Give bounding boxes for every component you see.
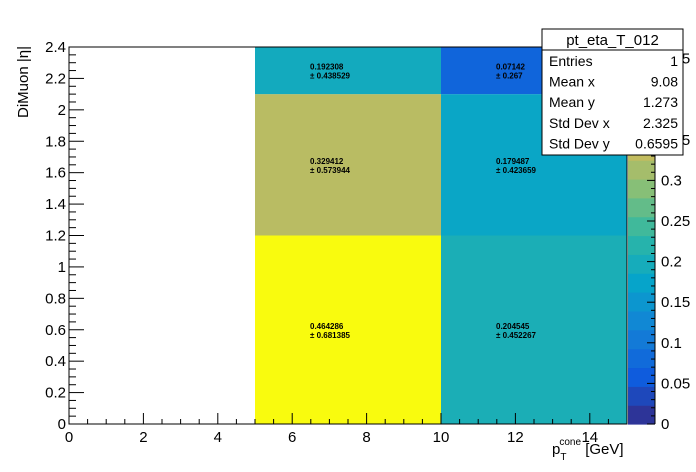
colorbar-tick-label: 0.2 (661, 254, 682, 271)
stats-row-value: 0.6595 (635, 135, 678, 151)
stats-row-value: 2.325 (643, 115, 678, 131)
y-axis-title: DiMuon |η| (15, 46, 32, 118)
heatmap-cell (441, 235, 627, 424)
x-tick-label: 0 (65, 429, 73, 446)
x-tick-label: 12 (507, 429, 524, 446)
x-tick-label: 6 (288, 429, 296, 446)
stats-row-value: 1 (670, 53, 678, 69)
x-tick-label: 14 (581, 429, 598, 446)
y-tick-label: 1 (58, 259, 66, 276)
y-axis: 0 0.2 0.4 0.6 0.8 1 1.2 1.4 1.6 1.8 2 2.2 2.4 (45, 39, 84, 433)
cell-value-label: 0.192308 (310, 63, 344, 72)
x-axis-title-unit: [GeV] (581, 441, 624, 458)
colorbar-band (628, 254, 655, 274)
stats-row-value: 1.273 (643, 94, 678, 110)
stats-row-label: Std Dev x (549, 115, 610, 131)
colorbar-band (628, 235, 655, 255)
y-tick-label: 1.4 (45, 196, 66, 213)
y-tick-label: 1.6 (45, 165, 66, 182)
x-axis-title: pTcone [GeV] (552, 437, 624, 463)
colorbar-band (628, 216, 655, 237)
colorbar-band (628, 160, 655, 180)
colorbar-tick-label: 0.25 (661, 213, 690, 230)
cell-value-label: 0.204545 (496, 322, 530, 331)
y-tick-label: 0 (58, 416, 66, 433)
colorbar-band (628, 386, 655, 406)
x-tick-label: 8 (362, 429, 370, 446)
x-axis-title-sup: cone (559, 437, 581, 448)
cell-value-label: 0.464286 (310, 322, 344, 331)
colorbar-band (628, 178, 655, 199)
x-axis: 0 2 4 6 8 10 12 14 (65, 413, 628, 446)
cell-error-label: ± 0.452267 (496, 331, 537, 340)
colorbar-tick-label: 0.3 (661, 172, 682, 189)
colorbar-band (628, 292, 655, 312)
cell-value-label: 0.179487 (496, 157, 530, 166)
x-tick-label: 4 (214, 429, 222, 446)
colorbar-band (628, 348, 655, 369)
colorbar-band (628, 273, 655, 293)
colorbar-tick-label: 0 (661, 416, 669, 433)
y-tick-label: 1.8 (45, 133, 66, 150)
cell-error-label: ± 0.438529 (310, 72, 351, 81)
x-axis-title-main: p (552, 441, 560, 458)
colorbar-band (628, 367, 655, 387)
colorbar-band (628, 310, 655, 331)
cell-error-label: ± 0.267 (496, 72, 523, 81)
y-tick-label: 0.8 (45, 290, 66, 307)
y-tick-label: 0.4 (45, 353, 66, 370)
stats-box-title: pt_eta_T_012 (566, 32, 659, 49)
cell-error-label: ± 0.423659 (496, 166, 537, 175)
x-axis-title-sub: T (560, 452, 566, 463)
stats-row-label: Entries (549, 53, 593, 69)
colorbar-tick-label: 0.1 (661, 335, 682, 352)
colorbar-band (628, 405, 655, 425)
stats-row-value: 9.08 (651, 74, 678, 90)
y-tick-label: 0.2 (45, 385, 66, 402)
colorbar-band (628, 197, 655, 218)
colorbar-tick-label: 0.15 (661, 294, 690, 311)
stats-box: pt_eta_T_012 Entries 1 Mean x 9.08 Mean y 1.27… (541, 28, 684, 156)
stats-row-label: Std Dev y (549, 135, 610, 151)
y-tick-label: 0.6 (45, 322, 66, 339)
heatmap-cell (255, 94, 441, 236)
stats-row-label: Mean y (549, 94, 595, 110)
cell-error-label: ± 0.573944 (310, 166, 351, 175)
x-tick-label: 2 (139, 429, 147, 446)
cell-error-label: ± 0.681385 (310, 331, 351, 340)
y-tick-label: 2.2 (45, 70, 66, 87)
heatmap-cell (255, 235, 441, 424)
cell-labels: 0.464286± 0.681385 0.204545± 0.452267 0.32… (310, 63, 537, 340)
colorbar-tick-label: 0.05 (661, 375, 690, 392)
stats-row-label: Mean x (549, 74, 595, 90)
y-tick-label: 1.2 (45, 228, 66, 245)
y-tick-label: 2 (58, 102, 66, 119)
heatmap-cell (255, 47, 441, 95)
y-tick-label: 2.4 (45, 39, 66, 56)
cell-value-label: 0.07142 (496, 63, 525, 72)
cell-value-label: 0.329412 (310, 157, 344, 166)
x-tick-label: 10 (433, 429, 450, 446)
colorbar-band (628, 329, 655, 350)
